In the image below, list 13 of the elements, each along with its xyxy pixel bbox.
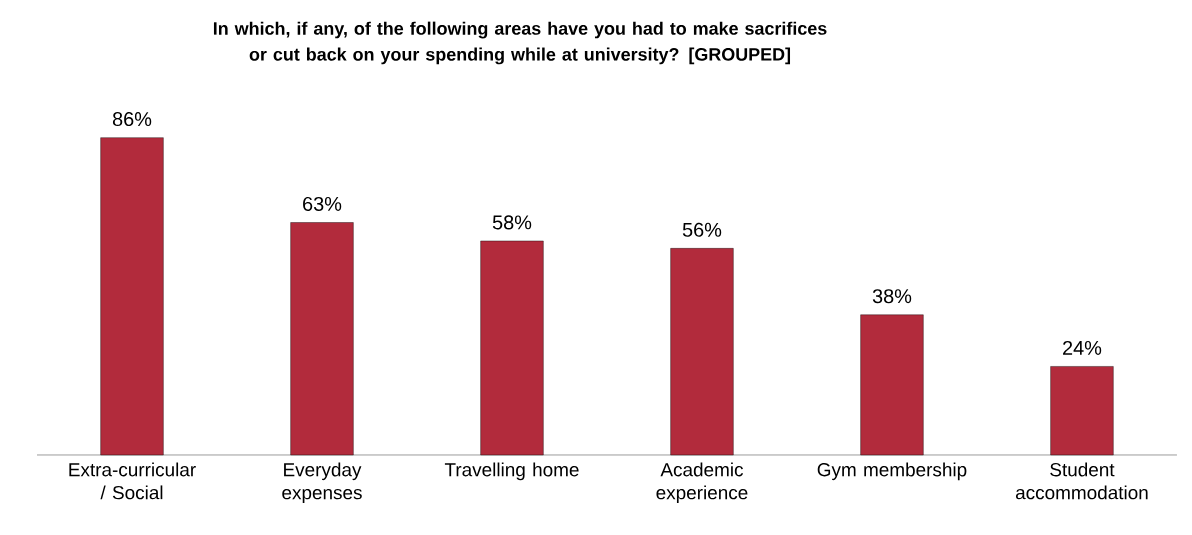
data-label: 63% [303,196,342,211]
x-tick-label: Gym membership [817,462,967,481]
x-tick-label: Extra-curricular / Social [69,462,196,500]
x-tick-label: Travelling home [444,462,579,481]
x-tick-label: Everyday expenses [282,462,362,504]
data-label: 24% [1063,340,1102,355]
data-label: 86% [112,112,152,127]
data-label: 56% [682,222,722,237]
chart-title: In which, if any, of the following areas have you had to make sacrifices or cut back on your spending while at university? [GROUPED] [213,21,827,65]
x-tick-label: Student accommodation [1015,462,1148,500]
data-label: 38% [872,289,912,304]
x-tick-label: Academic experience [656,462,748,504]
data-label: 58% [492,215,532,230]
